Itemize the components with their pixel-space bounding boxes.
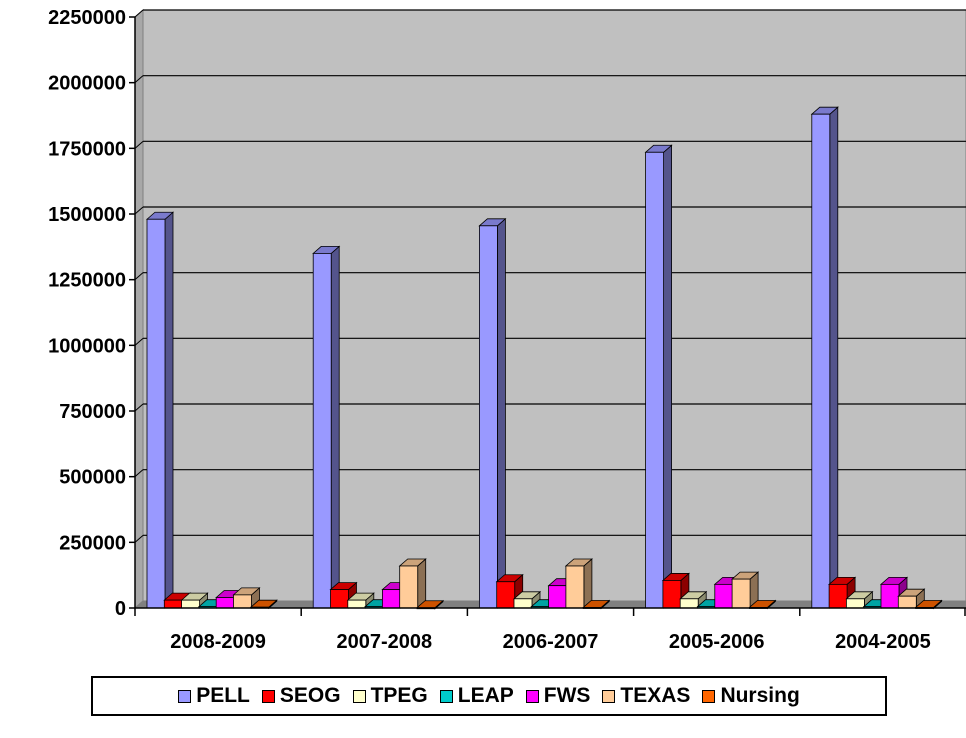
- legend-label: FWS: [543, 684, 591, 707]
- gridline-depth: [134, 75, 144, 84]
- bar-front: [880, 583, 900, 609]
- side-wall: [134, 8, 144, 610]
- bar-front: [496, 581, 516, 609]
- bar-front: [312, 252, 332, 609]
- bar-front: [731, 578, 751, 609]
- bar-pell-2006-2007: [478, 217, 507, 609]
- bar-front: [347, 599, 367, 609]
- y-tick-labels: 0 250000 500000 750000 1000000 1250000 1500000…: [48, 7, 126, 620]
- x-tick-label: 2008-2009: [170, 631, 266, 653]
- bar-pell-2008-2009: [145, 211, 175, 609]
- bar-front: [381, 589, 401, 609]
- gridline-depth: [134, 469, 144, 478]
- bar-front: [478, 225, 498, 609]
- legend-item-tpeg: TPEG: [352, 684, 428, 708]
- bar-pell-2007-2008: [312, 245, 341, 609]
- bar-front: [645, 151, 664, 609]
- legend-label: TPEG: [370, 684, 428, 707]
- bar-front: [146, 218, 166, 609]
- legend-swatch: [261, 689, 275, 703]
- bar-front: [846, 598, 865, 609]
- x-tick-label: 2007-2008: [336, 631, 432, 653]
- gridline-depth: [134, 206, 144, 215]
- legend-item-fws: FWS: [525, 684, 591, 708]
- y-tick-label: 500000: [59, 467, 126, 489]
- bar-texas-2005-2006: [731, 571, 760, 609]
- y-tick-label: 2250000: [48, 7, 126, 29]
- bar-front: [163, 599, 183, 609]
- bar-front: [811, 113, 831, 609]
- bar-tpeg-2007-2008: [346, 592, 375, 609]
- y-tick-label: 0: [115, 598, 126, 620]
- bar-front: [233, 594, 252, 609]
- x-tick-label: 2004-2005: [835, 631, 931, 653]
- legend-item-pell: PELL: [178, 684, 250, 708]
- bar-front: [330, 589, 349, 609]
- gridline-depth: [134, 272, 144, 281]
- plot-back-wall: [134, 8, 966, 610]
- y-tick-label: 1500000: [48, 204, 126, 226]
- y-tick-label: 250000: [59, 532, 126, 554]
- legend-label: SEOG: [279, 684, 341, 707]
- x-tick-label: 2005-2006: [669, 631, 765, 653]
- bar-side: [330, 245, 340, 609]
- legend-label: PELL: [196, 684, 250, 707]
- legend-item-leap: LEAP: [439, 684, 514, 708]
- chart: 0 250000 500000 750000 1000000 1250000 1500000…: [48, 7, 966, 653]
- bar-front: [897, 595, 917, 609]
- bar-front: [828, 583, 848, 609]
- y-tick-label: 750000: [59, 401, 126, 423]
- y-tick-label: 1000000: [48, 335, 126, 357]
- legend-label: LEAP: [457, 684, 514, 707]
- legend-swatch: [352, 689, 366, 703]
- x-tick-label: 2006-2007: [503, 631, 599, 653]
- x-tick-labels: 2008-2009 2007-2008 2006-2007 2005-2006 2004…: [170, 631, 930, 653]
- bar-side: [829, 106, 839, 609]
- legend-swatch: [439, 689, 453, 703]
- legend-item-seog: SEOG: [261, 684, 341, 708]
- legend-label: TEXAS: [620, 684, 691, 707]
- gridline-depth: [134, 534, 144, 543]
- bar-texas-2008-2009: [232, 586, 261, 609]
- bar-front: [181, 599, 201, 609]
- y-tick-label: 2000000: [48, 73, 126, 95]
- gridline-depth: [134, 140, 144, 149]
- bar-front: [714, 583, 734, 609]
- bar-pell-2004-2005: [810, 106, 839, 609]
- bar-tpeg-2008-2009: [180, 592, 209, 609]
- y-tick-label: 1750000: [48, 138, 126, 160]
- bar-front: [565, 565, 585, 609]
- gridline-depth: [134, 337, 144, 346]
- back-wall: [142, 9, 966, 602]
- bar-front: [548, 585, 567, 609]
- bar-nursing-2008-2009: [249, 599, 278, 610]
- legend-label: Nursing: [720, 684, 800, 707]
- bar-pell-2005-2006: [644, 144, 673, 609]
- legend-swatch: [602, 689, 616, 703]
- legend: PELL SEOG TPEG LEAP FWS TEXAS Nursing: [91, 676, 887, 716]
- legend-item-texas: TEXAS: [602, 684, 690, 708]
- bar-texas-2006-2007: [564, 558, 593, 609]
- bar-side: [164, 211, 174, 609]
- gridline-depth: [134, 9, 144, 18]
- bar-front: [513, 598, 533, 609]
- bar-side: [663, 144, 672, 609]
- bar-front: [679, 598, 699, 609]
- bar-front: [215, 597, 235, 609]
- bar-texas-2004-2005: [897, 588, 926, 609]
- gridline-depth: [134, 403, 144, 412]
- legend-swatch: [702, 689, 716, 703]
- bar-texas-2007-2008: [398, 558, 427, 609]
- bar-front: [399, 565, 419, 609]
- legend-item-nursing: Nursing: [702, 684, 800, 708]
- legend-swatch: [525, 689, 539, 703]
- axes: [129, 16, 966, 616]
- bars: [145, 106, 943, 610]
- bar-front: [662, 580, 682, 609]
- legend-swatch: [178, 689, 192, 703]
- y-tick-label: 1250000: [48, 270, 126, 292]
- bar-side: [496, 217, 506, 609]
